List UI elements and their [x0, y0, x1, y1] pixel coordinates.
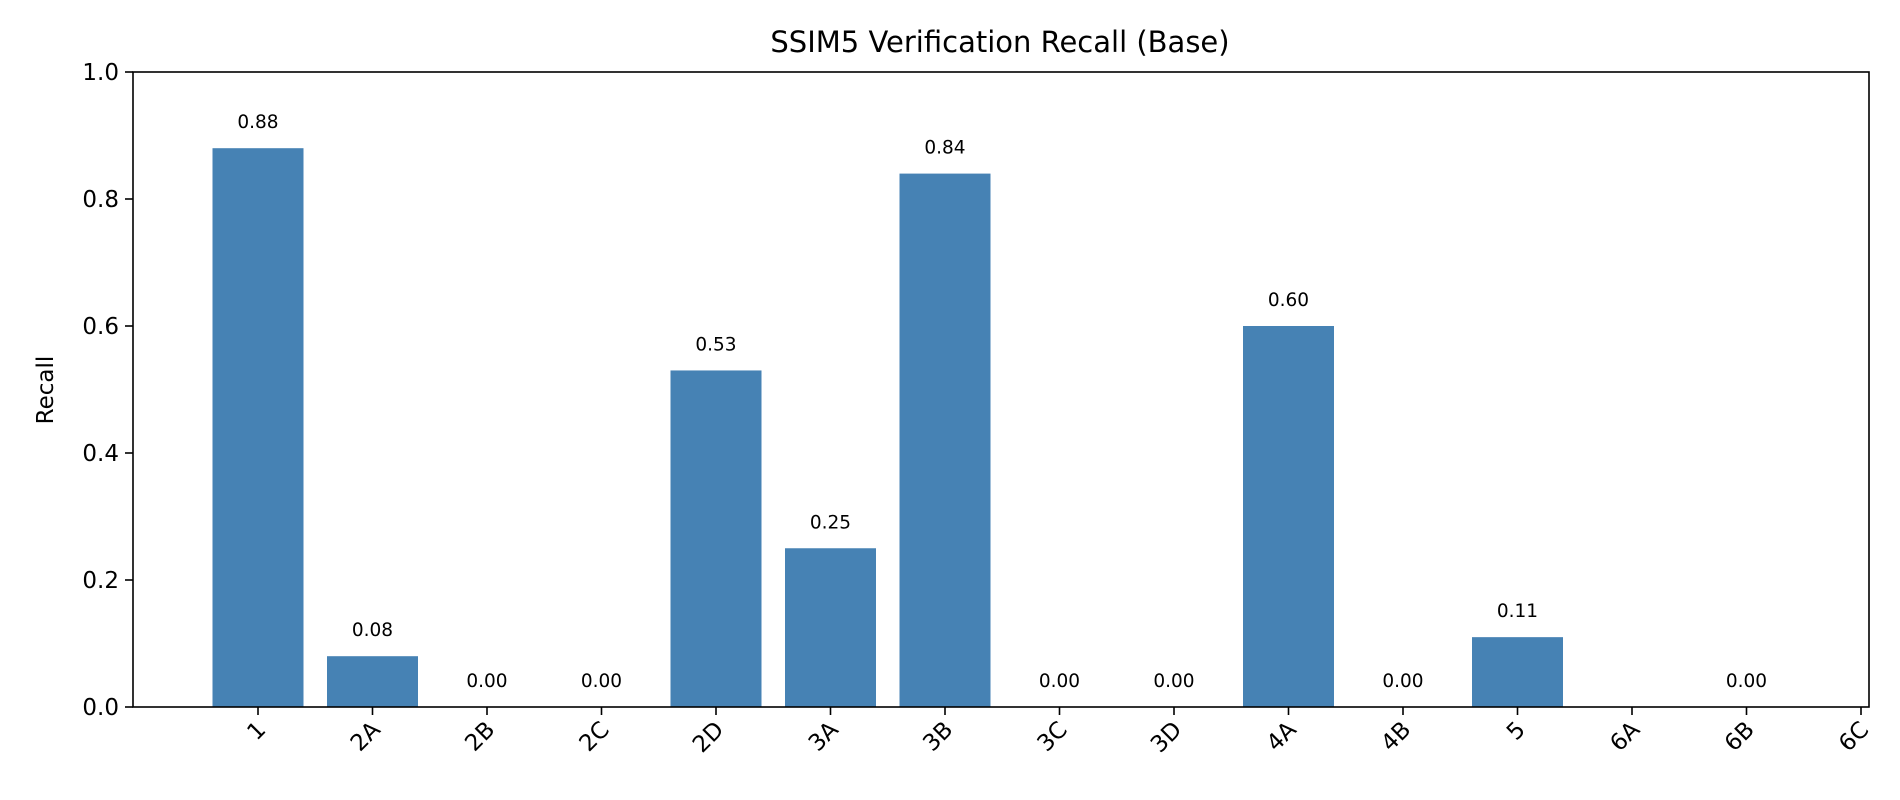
data-label-4b: 0.00 — [1382, 671, 1423, 692]
y-axis-label: Recall — [33, 356, 59, 425]
data-label-5: 0.11 — [1497, 601, 1538, 622]
data-label-2d: 0.53 — [695, 334, 736, 355]
bar-4a — [1243, 326, 1334, 707]
data-label-2c: 0.00 — [581, 671, 622, 692]
x-tick-label-3d: 3D — [1146, 717, 1187, 758]
y-tick-label: 0.2 — [82, 568, 119, 594]
x-tick-label-3b: 3B — [918, 717, 958, 757]
x-tick-label-4a: 4A — [1262, 717, 1302, 757]
x-tick-label-3c: 3C — [1033, 717, 1073, 757]
bar-2d — [670, 370, 762, 707]
bar-3a — [785, 548, 876, 707]
chart-title: SSIM5 Verification Recall (Base) — [770, 25, 1229, 59]
x-tick-label-1: 1 — [243, 717, 272, 746]
x-tick-label-5: 5 — [1502, 717, 1531, 746]
x-tick-label-2a: 2A — [346, 717, 386, 757]
bar-3b — [899, 173, 991, 708]
data-label-6b: 0.00 — [1726, 671, 1767, 692]
data-label-3a: 0.25 — [810, 512, 851, 533]
y-tick-label: 0.8 — [82, 187, 119, 213]
data-labels-group: 0.88 0.08 0.00 0.00 0.53 0.25 0.84 0.00 0.00 0.60… — [237, 112, 1767, 692]
plot-frame — [132, 71, 1870, 708]
x-tick-label-2c: 2C — [575, 717, 615, 757]
data-label-3b: 0.84 — [924, 138, 965, 159]
data-label-3c: 0.00 — [1039, 671, 1080, 692]
bars-group — [212, 148, 1563, 708]
bar-2a — [327, 656, 418, 707]
x-tick-label-6c: 6C — [1834, 717, 1874, 757]
y-axis: 0.0 0.2 0.4 0.6 0.8 1.0 — [82, 60, 133, 721]
x-tick-label-6a: 6A — [1605, 717, 1645, 757]
y-tick-label: 1.0 — [82, 60, 119, 86]
y-tick-label: 0.0 — [82, 695, 119, 721]
data-label-1: 0.88 — [237, 112, 278, 133]
x-axis: 1 2A 2B 2C 2D 3A 3B 3C 3D 4A 4B 5 6A 6B 6C — [243, 707, 1874, 758]
x-tick-label-2b: 2B — [460, 717, 500, 757]
x-tick-label-2d: 2D — [688, 717, 729, 758]
x-tick-label-4b: 4B — [1376, 717, 1416, 757]
x-tick-label-3a: 3A — [804, 717, 844, 757]
x-tick-label-6b: 6B — [1720, 717, 1760, 757]
data-label-2a: 0.08 — [352, 620, 393, 641]
bar-1 — [212, 148, 304, 707]
data-label-4a: 0.60 — [1268, 290, 1309, 311]
data-label-3d: 0.00 — [1153, 671, 1194, 692]
data-label-2b: 0.00 — [466, 671, 507, 692]
y-tick-label: 0.4 — [82, 441, 119, 467]
y-tick-label: 0.6 — [82, 314, 119, 340]
bar-5 — [1472, 637, 1563, 707]
